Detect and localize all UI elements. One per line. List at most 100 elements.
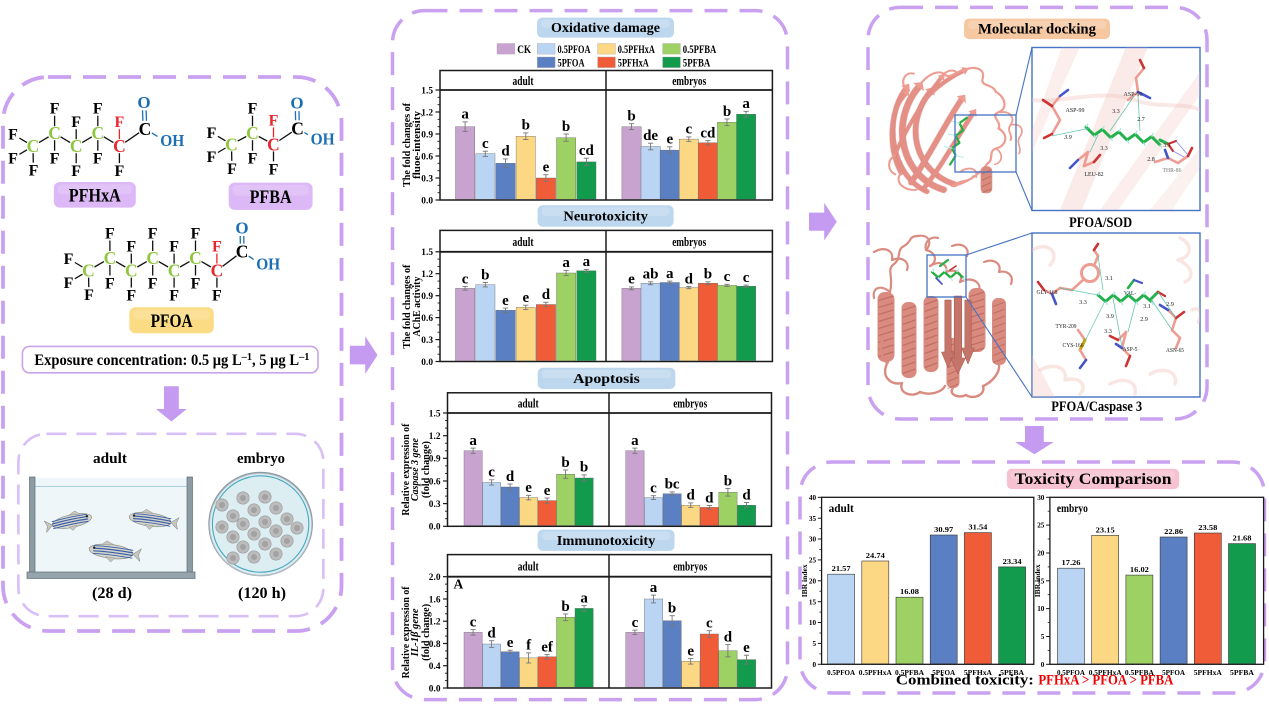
svg-text:ef: ef bbox=[541, 639, 554, 655]
svg-text:b: b bbox=[627, 109, 635, 125]
svg-text:F: F bbox=[8, 151, 18, 168]
svg-text:c: c bbox=[650, 481, 657, 497]
svg-text:e: e bbox=[522, 290, 529, 306]
svg-text:5PFBA: 5PFBA bbox=[683, 55, 711, 69]
svg-text:e: e bbox=[743, 640, 750, 656]
svg-text:0: 0 bbox=[813, 661, 817, 669]
svg-text:25: 25 bbox=[809, 557, 817, 565]
svg-text:Combined toxicity:: Combined toxicity: bbox=[896, 673, 1034, 689]
svg-text:F: F bbox=[169, 288, 179, 305]
svg-text:PFOA: PFOA bbox=[151, 311, 193, 332]
svg-text:IBR index: IBR index bbox=[800, 564, 809, 597]
svg-text:bc: bc bbox=[665, 477, 680, 493]
svg-text:5PFHxA: 5PFHxA bbox=[1194, 668, 1223, 677]
svg-text:Molecular docking: Molecular docking bbox=[978, 22, 1097, 38]
svg-text:C: C bbox=[236, 242, 249, 262]
svg-text:20: 20 bbox=[809, 577, 817, 585]
svg-text:b: b bbox=[561, 599, 569, 615]
svg-text:d: d bbox=[687, 488, 696, 504]
svg-text:c: c bbox=[706, 616, 713, 632]
svg-text:F: F bbox=[71, 163, 81, 180]
svg-text:embryo: embryo bbox=[1057, 501, 1088, 515]
svg-text:3.3: 3.3 bbox=[1104, 328, 1112, 335]
svg-text:adult: adult bbox=[513, 234, 534, 249]
svg-text:30.97: 30.97 bbox=[934, 525, 953, 534]
svg-text:c: c bbox=[632, 615, 639, 631]
svg-text:0.0: 0.0 bbox=[421, 195, 433, 206]
svg-text:1.2: 1.2 bbox=[429, 617, 441, 628]
svg-text:The fold changes of: The fold changes of bbox=[401, 264, 413, 348]
svg-text:adult: adult bbox=[518, 396, 539, 411]
svg-text:PFOA/SOD: PFOA/SOD bbox=[1069, 215, 1132, 231]
svg-text:e: e bbox=[502, 293, 509, 309]
svg-text:F: F bbox=[269, 161, 279, 178]
svg-text:F: F bbox=[248, 101, 258, 118]
svg-text:16.08: 16.08 bbox=[900, 587, 919, 596]
svg-text:5PFOA: 5PFOA bbox=[558, 55, 585, 69]
svg-text:F: F bbox=[115, 163, 125, 180]
svg-text:a: a bbox=[650, 580, 658, 596]
svg-text:10: 10 bbox=[1037, 605, 1045, 613]
svg-text:C: C bbox=[82, 261, 95, 281]
svg-text:(28 d): (28 d) bbox=[92, 585, 132, 602]
svg-text:0.5PFBA: 0.5PFBA bbox=[683, 42, 717, 56]
svg-text:ASP-5: ASP-5 bbox=[1123, 346, 1138, 353]
svg-text:F: F bbox=[64, 251, 74, 268]
svg-text:23.34: 23.34 bbox=[1003, 557, 1022, 566]
svg-text:5PFHxA: 5PFHxA bbox=[618, 55, 649, 69]
svg-text:0.0: 0.0 bbox=[429, 522, 441, 533]
svg-text:F: F bbox=[148, 276, 158, 293]
svg-text:2.7: 2.7 bbox=[1137, 117, 1145, 123]
svg-text:10: 10 bbox=[809, 619, 817, 627]
svg-text:0.6: 0.6 bbox=[429, 476, 441, 487]
svg-text:adult: adult bbox=[513, 73, 534, 88]
svg-text:d: d bbox=[487, 626, 496, 642]
svg-text:3.1: 3.1 bbox=[1163, 143, 1171, 149]
svg-text:c: c bbox=[482, 136, 489, 152]
svg-text:F: F bbox=[105, 226, 115, 243]
svg-text:VAL-: VAL- bbox=[1124, 290, 1136, 297]
svg-text:embryos: embryos bbox=[672, 234, 706, 249]
svg-text:20: 20 bbox=[1037, 550, 1045, 558]
svg-text:1.2: 1.2 bbox=[429, 431, 441, 442]
svg-text:a: a bbox=[583, 254, 591, 270]
svg-text:0.6: 0.6 bbox=[421, 313, 433, 324]
svg-text:(120 h): (120 h) bbox=[238, 585, 286, 602]
svg-text:O: O bbox=[235, 219, 248, 238]
svg-text:GLY-168: GLY-168 bbox=[1037, 289, 1058, 296]
svg-text:3.9: 3.9 bbox=[1063, 135, 1072, 141]
svg-text:b: b bbox=[562, 119, 570, 135]
svg-text:0.5PFHxA: 0.5PFHxA bbox=[1089, 668, 1123, 677]
svg-text:5PFBA: 5PFBA bbox=[1000, 668, 1025, 677]
svg-text:C: C bbox=[211, 261, 224, 281]
svg-text:5PFHxA: 5PFHxA bbox=[964, 668, 993, 677]
svg-text:C: C bbox=[70, 136, 83, 156]
svg-text:0: 0 bbox=[1041, 661, 1045, 669]
svg-text:b: b bbox=[668, 601, 676, 617]
svg-text:b: b bbox=[723, 104, 731, 120]
svg-text:A: A bbox=[454, 577, 464, 592]
svg-text:5: 5 bbox=[813, 640, 817, 648]
svg-text:1.6: 1.6 bbox=[429, 594, 441, 605]
svg-text:C: C bbox=[291, 118, 304, 138]
svg-text:C: C bbox=[267, 134, 280, 154]
svg-text:21.57: 21.57 bbox=[832, 564, 851, 573]
svg-text:F: F bbox=[248, 151, 258, 168]
svg-text:0.3: 0.3 bbox=[429, 499, 441, 510]
svg-text:OH: OH bbox=[256, 254, 280, 273]
svg-text:ASN-65: ASN-65 bbox=[1166, 347, 1184, 354]
svg-text:The fold changes of: The fold changes of bbox=[401, 103, 413, 187]
svg-text:C: C bbox=[113, 136, 126, 156]
svg-text:a: a bbox=[631, 433, 639, 449]
svg-text:0.9: 0.9 bbox=[421, 291, 433, 302]
svg-text:F: F bbox=[269, 112, 279, 129]
svg-text:30: 30 bbox=[809, 536, 817, 544]
svg-text:IBR index: IBR index bbox=[1033, 564, 1042, 597]
svg-text:a: a bbox=[666, 266, 674, 282]
svg-text:3.1: 3.1 bbox=[1143, 303, 1151, 310]
svg-text:PFBA: PFBA bbox=[250, 187, 292, 208]
svg-text:TYR-209: TYR-209 bbox=[1056, 323, 1077, 330]
svg-text:PFOA/Caspase 3: PFOA/Caspase 3 bbox=[1051, 399, 1142, 415]
svg-text:O: O bbox=[137, 93, 150, 112]
svg-text:F: F bbox=[191, 276, 201, 293]
